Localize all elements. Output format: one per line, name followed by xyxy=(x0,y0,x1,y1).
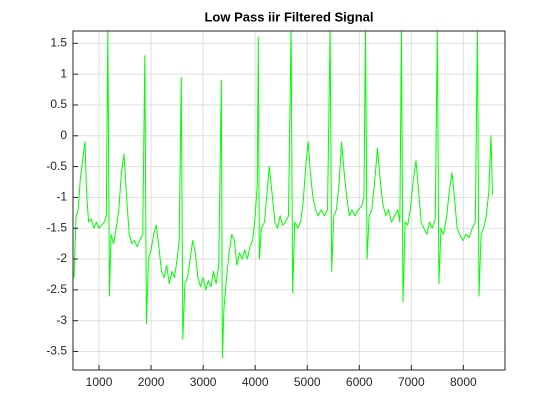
ticks: -3.5 -3 -2.5 -2 -1.5 -1 -0.5 0 0.5 1 1.5 1000 2000 30… xyxy=(46,35,477,389)
y-tick-label: -2.5 xyxy=(46,282,67,296)
chart-title: Low Pass iir Filtered Signal xyxy=(204,9,373,24)
x-tick-label: 7000 xyxy=(398,375,425,389)
plot-area xyxy=(73,31,494,359)
x-tick-label: 4000 xyxy=(242,375,269,389)
y-tick-label: 1.5 xyxy=(50,35,67,49)
y-tick-label: -3 xyxy=(56,313,67,327)
y-tick-label: -3.5 xyxy=(46,344,67,358)
y-tick-label: 0 xyxy=(60,128,67,142)
y-tick-label: 1 xyxy=(60,66,67,80)
x-tick-label: 6000 xyxy=(346,375,373,389)
y-tick-label: -1.5 xyxy=(46,220,67,234)
x-tick-label: 5000 xyxy=(294,375,321,389)
x-tick-label: 1000 xyxy=(86,375,113,389)
x-tick-label: 8000 xyxy=(450,375,477,389)
y-tick-label: 0.5 xyxy=(50,97,67,111)
y-tick-label: -2 xyxy=(56,251,67,265)
axes-box xyxy=(72,30,506,371)
y-tick-label: -1 xyxy=(56,190,67,204)
signal-line xyxy=(73,31,494,359)
x-tick-label: 3000 xyxy=(190,375,217,389)
x-tick-label: 2000 xyxy=(138,375,165,389)
y-tick-label: -0.5 xyxy=(46,159,67,173)
